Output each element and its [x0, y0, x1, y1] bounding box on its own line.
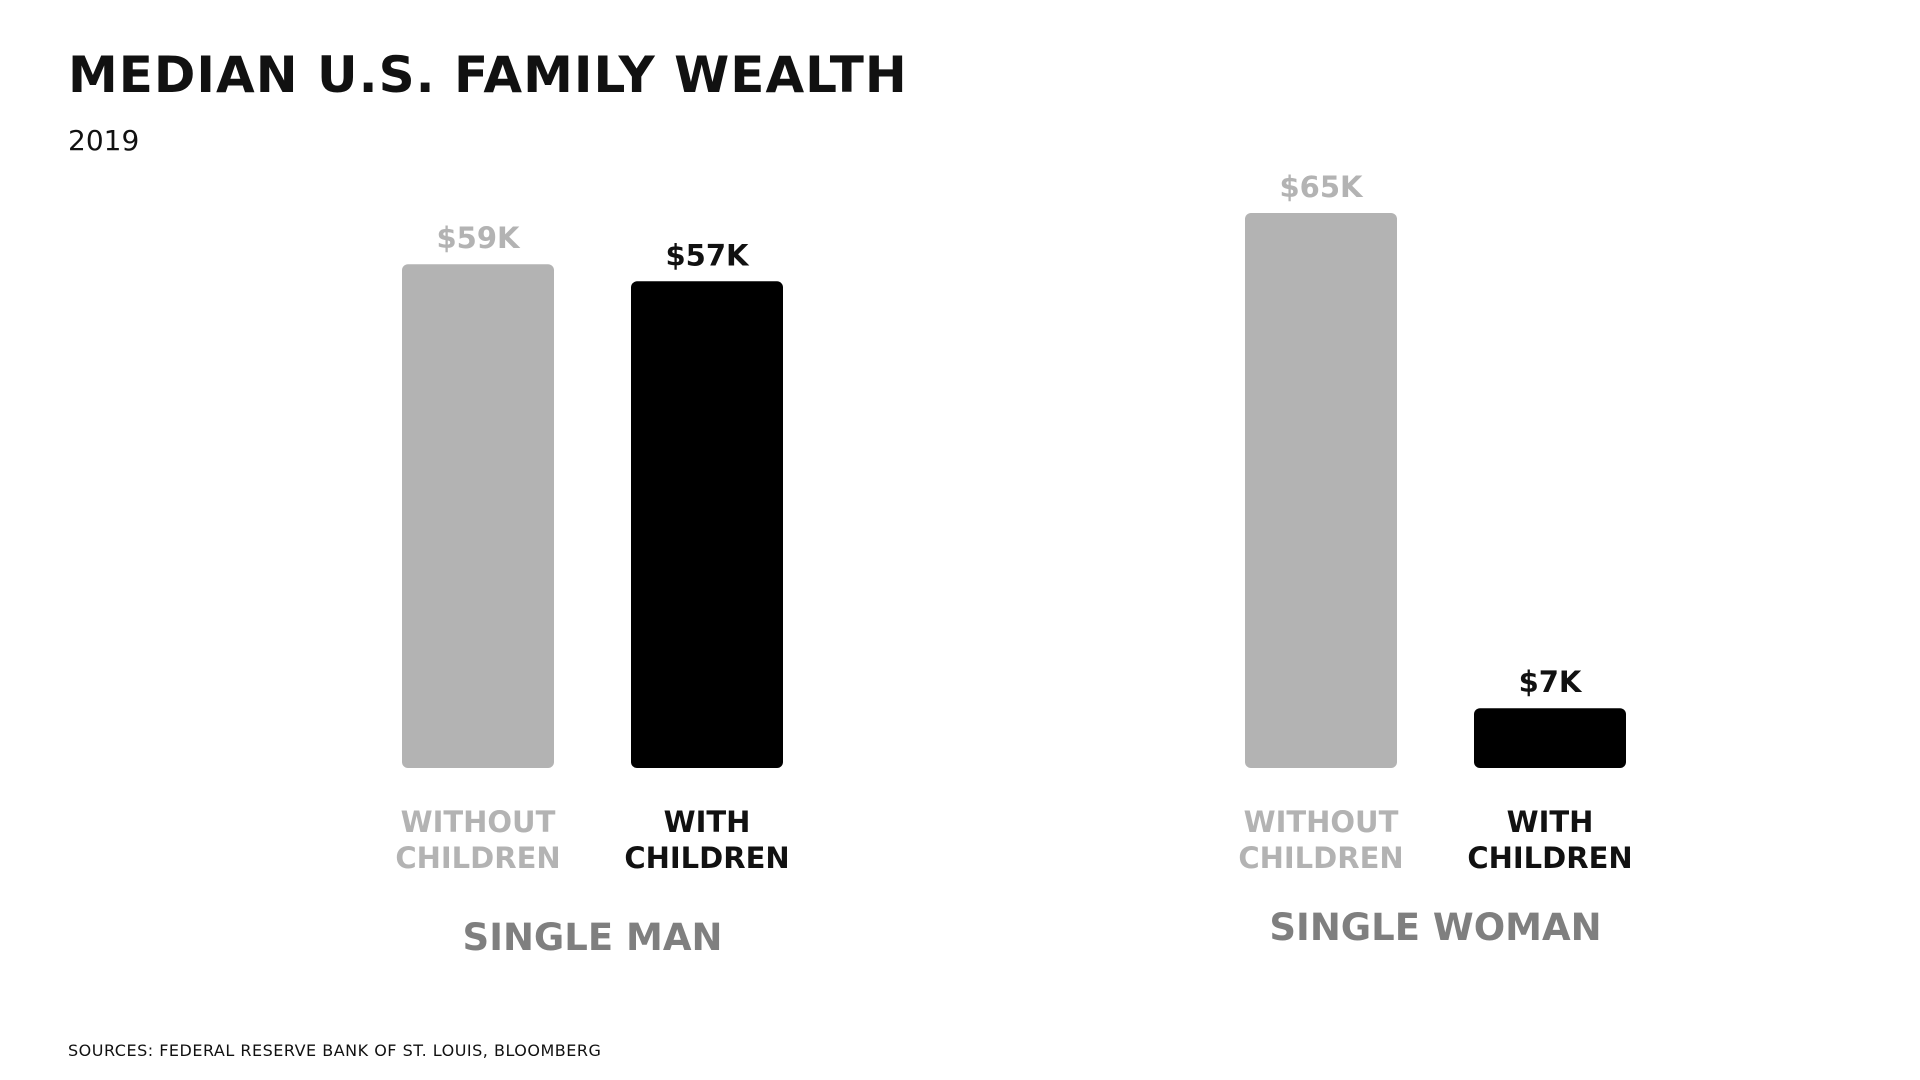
value-label: $7K: [1519, 665, 1583, 699]
group-label: SINGLE MAN: [463, 916, 723, 959]
category-label-line: WITHOUT: [1244, 805, 1399, 839]
bar-with-children: [631, 281, 783, 768]
category-label: WITH CHILDREN: [1467, 805, 1632, 875]
category-label-line: WITH: [1507, 805, 1594, 839]
chart-subtitle: 2019: [68, 124, 140, 157]
chart-title: MEDIAN U.S. FAMILY WEALTH: [68, 46, 908, 104]
category-label-line: WITH: [664, 805, 751, 839]
category-label: WITHOUT CHILDREN: [1238, 805, 1403, 875]
source-note: SOURCES: FEDERAL RESERVE BANK OF ST. LOU…: [68, 1041, 602, 1060]
category-label-line: CHILDREN: [1238, 841, 1403, 875]
bar-without-children: [402, 264, 554, 768]
value-label: $57K: [665, 238, 750, 272]
category-label: WITH CHILDREN: [624, 805, 789, 875]
category-label: WITHOUT CHILDREN: [395, 805, 560, 875]
category-label-line: WITHOUT: [401, 805, 556, 839]
category-label-line: CHILDREN: [624, 841, 789, 875]
category-label-line: CHILDREN: [395, 841, 560, 875]
group-label: SINGLE WOMAN: [1269, 906, 1601, 949]
value-label: $59K: [436, 221, 521, 255]
value-label: $65K: [1279, 170, 1364, 204]
category-label-line: CHILDREN: [1467, 841, 1632, 875]
bar-with-children: [1474, 708, 1626, 768]
bar-without-children: [1245, 213, 1397, 768]
